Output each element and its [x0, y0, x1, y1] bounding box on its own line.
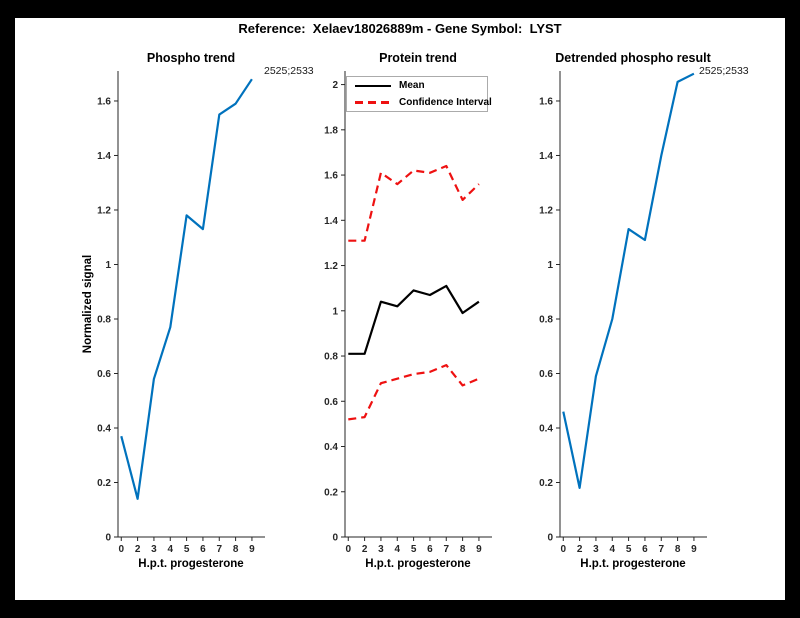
- axis-frame: [117, 71, 265, 538]
- y-tick-label: 0: [105, 533, 111, 544]
- y-axis-label: Normalized signal: [82, 254, 94, 354]
- y-tick-label: 1.4: [539, 151, 553, 162]
- legend-ci-line-swatch: [355, 100, 391, 104]
- y-tick-label: 0.4: [539, 423, 553, 434]
- plot-title-phospho-trend: Phospho trend: [146, 51, 236, 65]
- x-tick-label: 8: [233, 544, 239, 555]
- x-tick-label: 6: [427, 544, 433, 555]
- figure-canvas: [15, 18, 785, 600]
- x-tick-label: 4: [167, 544, 173, 555]
- x-tick-label: 8: [675, 544, 681, 555]
- x-tick-label: 9: [476, 544, 482, 555]
- y-tick-label: 0.8: [539, 314, 553, 325]
- y-tick-label: 0.2: [539, 478, 553, 489]
- x-tick-label: 5: [626, 544, 632, 555]
- y-tick-label: 1.4: [324, 216, 338, 227]
- endpoint-annotation-detrended: 2525;2533: [699, 65, 749, 77]
- y-tick-label: 0.8: [97, 314, 111, 325]
- y-tick-label: 1.8: [324, 125, 338, 136]
- x-tick-label: 9: [691, 544, 697, 555]
- y-tick-label: 1.2: [324, 261, 338, 272]
- x-tick-label: 8: [460, 544, 466, 555]
- figure-title: Reference: Xelaev18026889m - Gene Symbol…: [238, 21, 562, 36]
- series-line-confidence-interval-upper: [348, 164, 480, 242]
- y-tick-label: 1.4: [97, 151, 111, 162]
- x-tick-label: 3: [593, 544, 599, 555]
- x-tick-label: 2: [135, 544, 141, 555]
- y-tick-label: 0.2: [97, 478, 111, 489]
- plot-2: 0 2 3 4 5 6 7 8 900.20.40.60.811.21.41.6: [539, 71, 707, 555]
- x-axis-label-detrended: H.p.t. progesterone: [580, 558, 686, 570]
- x-tick-label: 6: [642, 544, 648, 555]
- legend-mean-line-swatch: [355, 84, 391, 87]
- plot-title-detrended-phospho: Detrended phospho result: [555, 51, 711, 65]
- x-tick-label: 0: [560, 544, 566, 555]
- y-tick-label: 1: [547, 260, 553, 271]
- y-tick-label: 0.8: [324, 352, 338, 363]
- y-tick-label: 0.2: [324, 487, 338, 498]
- legend-ci-label: Confidence Interval: [399, 96, 492, 108]
- x-axis-label-protein: H.p.t. progesterone: [365, 558, 471, 570]
- x-tick-label: 7: [443, 544, 449, 555]
- y-tick-label: 1.6: [539, 96, 553, 107]
- series-line-confidence-interval-lower: [348, 364, 480, 421]
- legend-row-mean: Mean: [355, 78, 487, 93]
- y-tick-label: 2: [332, 80, 338, 91]
- legend-box: Mean Confidence Interval: [346, 76, 492, 112]
- y-tick-label: 1.2: [97, 205, 111, 216]
- y-tick-label: 1.2: [539, 205, 553, 216]
- legend-mean-label: Mean: [399, 80, 425, 92]
- series-line-detrended-phospho-signal: [562, 72, 695, 489]
- y-tick-label: 0.4: [97, 423, 111, 434]
- x-tick-label: 3: [378, 544, 384, 555]
- x-tick-label: 2: [577, 544, 583, 555]
- y-tick-label: 1.6: [97, 96, 111, 107]
- x-tick-label: 4: [609, 544, 615, 555]
- endpoint-annotation-phospho: 2525;2533: [264, 65, 314, 77]
- plot-title-protein-trend: Protein trend: [379, 51, 457, 65]
- y-tick-label: 1.6: [324, 171, 338, 182]
- x-tick-label: 5: [184, 544, 190, 555]
- legend-row-ci: Confidence Interval: [355, 95, 492, 110]
- x-tick-label: 9: [249, 544, 255, 555]
- y-tick-label: 1: [332, 306, 338, 317]
- x-tick-label: 0: [345, 544, 351, 555]
- series-line-phospho-signal: [120, 78, 253, 500]
- plot-0: 0 2 3 4 5 6 7 8 900.20.40.60.811.21.41.6: [97, 71, 265, 555]
- y-tick-label: 0: [332, 533, 338, 544]
- x-tick-label: 7: [658, 544, 664, 555]
- x-tick-label: 2: [362, 544, 368, 555]
- y-tick-label: 0.4: [324, 442, 338, 453]
- x-axis-label-phospho: H.p.t. progesterone: [138, 558, 244, 570]
- x-tick-label: 5: [411, 544, 417, 555]
- x-tick-label: 3: [151, 544, 157, 555]
- x-tick-label: 7: [216, 544, 222, 555]
- plot-1: 0 2 3 4 5 6 7 8 900.20.40.60.811.21.41.61.82: [324, 71, 492, 555]
- x-tick-label: 4: [394, 544, 400, 555]
- series-line-mean: [348, 284, 480, 355]
- y-tick-label: 0.6: [324, 397, 338, 408]
- y-tick-label: 1: [105, 260, 111, 271]
- axis-frame: [344, 71, 492, 538]
- x-tick-label: 0: [118, 544, 124, 555]
- y-tick-label: 0.6: [539, 369, 553, 380]
- x-tick-label: 6: [200, 544, 206, 555]
- y-tick-label: 0: [547, 533, 553, 544]
- y-tick-label: 0.6: [97, 369, 111, 380]
